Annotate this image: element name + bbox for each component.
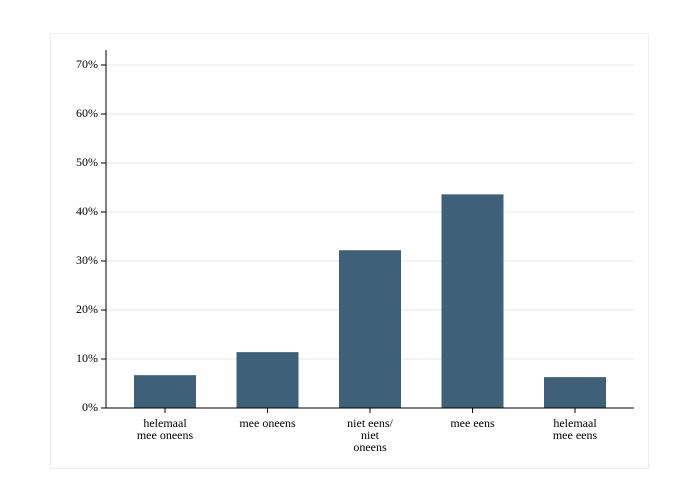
- y-tick-label: 70%: [76, 57, 98, 71]
- bar: [339, 250, 401, 408]
- y-tick-label: 20%: [76, 302, 98, 316]
- x-tick-label: helemaal mee oneens: [136, 416, 194, 442]
- x-tick-label: mee eens: [450, 416, 495, 430]
- bar: [134, 375, 196, 408]
- y-tick-label: 40%: [76, 204, 98, 218]
- y-tick-label: 60%: [76, 106, 98, 120]
- bar: [236, 352, 299, 408]
- y-tick-label: 0%: [82, 400, 98, 414]
- x-tick-label: mee oneens: [239, 416, 296, 430]
- x-tick-label: helemaal mee eens: [552, 416, 598, 442]
- y-tick-label: 30%: [76, 253, 98, 267]
- bar: [441, 194, 504, 408]
- bar: [544, 377, 606, 408]
- x-tick-label: niet eens/ niet oneens: [347, 416, 393, 454]
- y-tick-label: 50%: [76, 155, 98, 169]
- y-tick-label: 10%: [76, 351, 98, 365]
